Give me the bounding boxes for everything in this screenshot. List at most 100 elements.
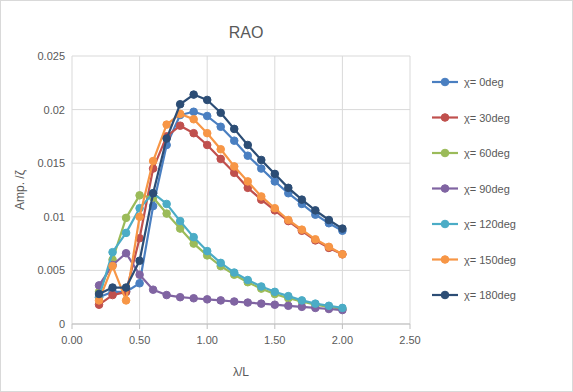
x-tick-label: 0.00 (61, 334, 82, 346)
series-marker (122, 284, 130, 292)
legend-label: χ= 60deg (464, 147, 510, 159)
series-marker (136, 271, 144, 279)
y-tick-label: 0.01 (44, 211, 65, 223)
legend-marker (441, 220, 449, 228)
series-marker (217, 297, 225, 305)
series-marker (244, 299, 252, 307)
series (95, 91, 346, 298)
series-marker (203, 96, 211, 104)
series-marker (217, 109, 225, 117)
series-marker (109, 262, 117, 270)
series-marker (285, 292, 293, 300)
series-marker (271, 301, 279, 309)
legend-label: χ= 120deg (464, 218, 516, 230)
y-grid-line (72, 163, 410, 164)
legend-marker (441, 185, 449, 193)
series-marker (176, 293, 184, 301)
legend-marker (441, 291, 449, 299)
series-marker (285, 216, 293, 224)
legend: χ= 0deg χ= 30deg χ= 60deg χ= 90deg χ= 120deg… (432, 76, 516, 301)
series-marker (122, 297, 130, 305)
x-tick (207, 324, 208, 329)
y-tick-label: 0.005 (37, 264, 65, 276)
x-grid-line (72, 56, 73, 324)
series-line (99, 114, 342, 301)
x-grid-line (342, 56, 343, 324)
series-marker (109, 248, 117, 256)
series (95, 189, 346, 311)
series-marker (203, 296, 211, 304)
series-marker (312, 300, 320, 308)
series-marker (217, 145, 225, 153)
x-axis-label: λ/L (233, 365, 249, 379)
y-tick-label: 0.015 (37, 157, 65, 169)
series-line (99, 253, 342, 310)
series-marker (325, 243, 333, 251)
series-line (99, 193, 342, 308)
series-marker (136, 213, 144, 221)
x-tick-label: 1.00 (196, 334, 217, 346)
x-grid-line (274, 56, 275, 324)
x-tick (410, 324, 411, 329)
x-tick (342, 324, 343, 329)
legend-label: χ= 30deg (464, 112, 510, 124)
series-marker (176, 217, 184, 225)
series-marker (339, 251, 347, 259)
series-marker (190, 233, 198, 241)
series-marker (230, 269, 238, 277)
series-marker (109, 284, 117, 292)
series-marker (244, 141, 252, 149)
series-marker (230, 163, 238, 171)
chart-title: RAO (229, 24, 264, 41)
x-tick (72, 324, 73, 329)
series-marker (122, 214, 130, 222)
series-marker (244, 276, 252, 284)
series-marker (257, 283, 265, 291)
series-marker (190, 115, 198, 123)
series-marker (176, 100, 184, 108)
legend-label: χ= 180deg (464, 289, 516, 301)
x-tick (274, 324, 275, 329)
series-marker (271, 170, 279, 178)
series-marker (136, 257, 144, 265)
series-marker (257, 193, 265, 201)
series (95, 122, 346, 309)
chart: 00.0050.010.0150.020.0250.000.501.001.50… (0, 0, 573, 392)
series-marker (285, 184, 293, 192)
y-axis-label: Amp. /ζ (13, 169, 27, 210)
series-marker (217, 259, 225, 267)
legend-label: χ= 0deg (464, 76, 504, 88)
y-grid-line (72, 56, 410, 57)
series-marker (244, 152, 252, 160)
series-marker (176, 122, 184, 130)
y-tick-label: 0 (59, 318, 65, 330)
series-marker (136, 192, 144, 200)
y-tick-label: 0.02 (44, 104, 65, 116)
series-marker (339, 251, 347, 259)
x-axis-line (72, 324, 410, 325)
legend-label: χ= 90deg (464, 183, 510, 195)
series-marker (298, 297, 306, 305)
series-marker (217, 123, 225, 131)
series-marker (149, 286, 157, 294)
series-marker (122, 249, 130, 257)
legend-marker (441, 114, 449, 122)
series-marker (230, 125, 238, 133)
series-marker (271, 204, 279, 212)
series-marker (230, 137, 238, 145)
x-tick-label: 2.00 (332, 334, 353, 346)
legend-marker (441, 256, 449, 264)
series-marker (244, 178, 252, 186)
series-marker (136, 279, 144, 287)
series-marker (203, 129, 211, 137)
series-marker (271, 178, 279, 186)
y-grid-line (72, 324, 410, 325)
series-marker (271, 288, 279, 296)
legend-label: χ= 150deg (464, 254, 516, 266)
series-marker (203, 112, 211, 120)
series-line (99, 95, 342, 294)
series-marker (122, 229, 130, 237)
series-marker (217, 155, 225, 163)
series-marker (312, 236, 320, 244)
series-marker (298, 226, 306, 234)
